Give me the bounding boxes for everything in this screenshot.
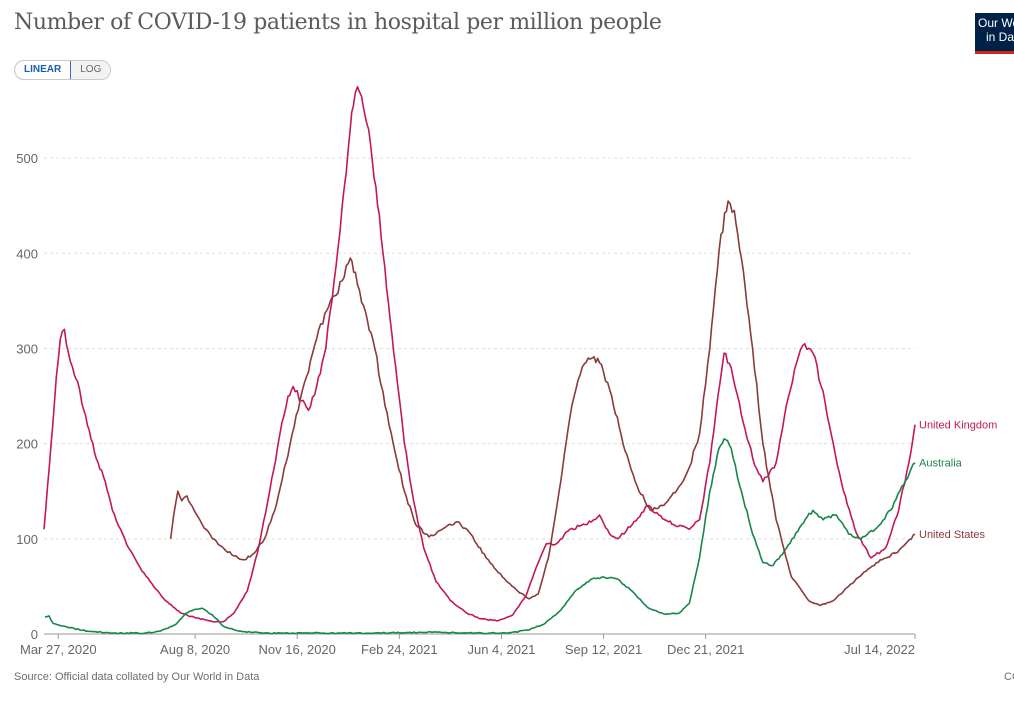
logo-line-1: Our World xyxy=(978,16,1014,30)
y-tick-label: 400 xyxy=(16,246,38,261)
source-note: Source: Official data collated by Our Wo… xyxy=(14,671,260,683)
x-tick-label: Aug 8, 2020 xyxy=(160,642,230,657)
series-label-united-kingdom: United Kingdom xyxy=(919,420,997,432)
y-tick-label: 100 xyxy=(16,532,38,547)
scale-toggle: LINEAR LOG xyxy=(14,60,112,80)
series-label-australia: Australia xyxy=(919,458,963,470)
chart-title: Number of COVID-19 patients in hospital … xyxy=(14,10,662,35)
owid-logo[interactable]: Our World in Data xyxy=(975,13,1014,54)
y-tick-label: 300 xyxy=(16,341,38,356)
series-line-australia xyxy=(44,438,916,635)
x-tick-label: Sep 12, 2021 xyxy=(565,642,642,657)
x-tick-label: Feb 24, 2021 xyxy=(361,642,438,657)
license-note[interactable]: CC xyxy=(1004,671,1014,683)
x-tick-label: Nov 16, 2020 xyxy=(259,642,336,657)
y-tick-label: 0 xyxy=(31,627,38,642)
y-tick-label: 500 xyxy=(16,151,38,166)
series-line-united-states xyxy=(169,200,916,607)
x-tick-label: Jul 14, 2022 xyxy=(844,642,915,657)
x-tick-label: Mar 27, 2020 xyxy=(20,642,97,657)
x-tick-label: Dec 21, 2021 xyxy=(667,642,744,657)
linear-scale-button[interactable]: LINEAR xyxy=(15,61,72,79)
x-tick-label: Jun 4, 2021 xyxy=(467,642,535,657)
y-tick-label: 200 xyxy=(16,437,38,452)
log-scale-button[interactable]: LOG xyxy=(71,61,111,79)
series-label-united-states: United States xyxy=(919,529,986,541)
series-line-united-kingdom xyxy=(43,86,916,623)
logo-line-2: in Data xyxy=(986,30,1014,44)
